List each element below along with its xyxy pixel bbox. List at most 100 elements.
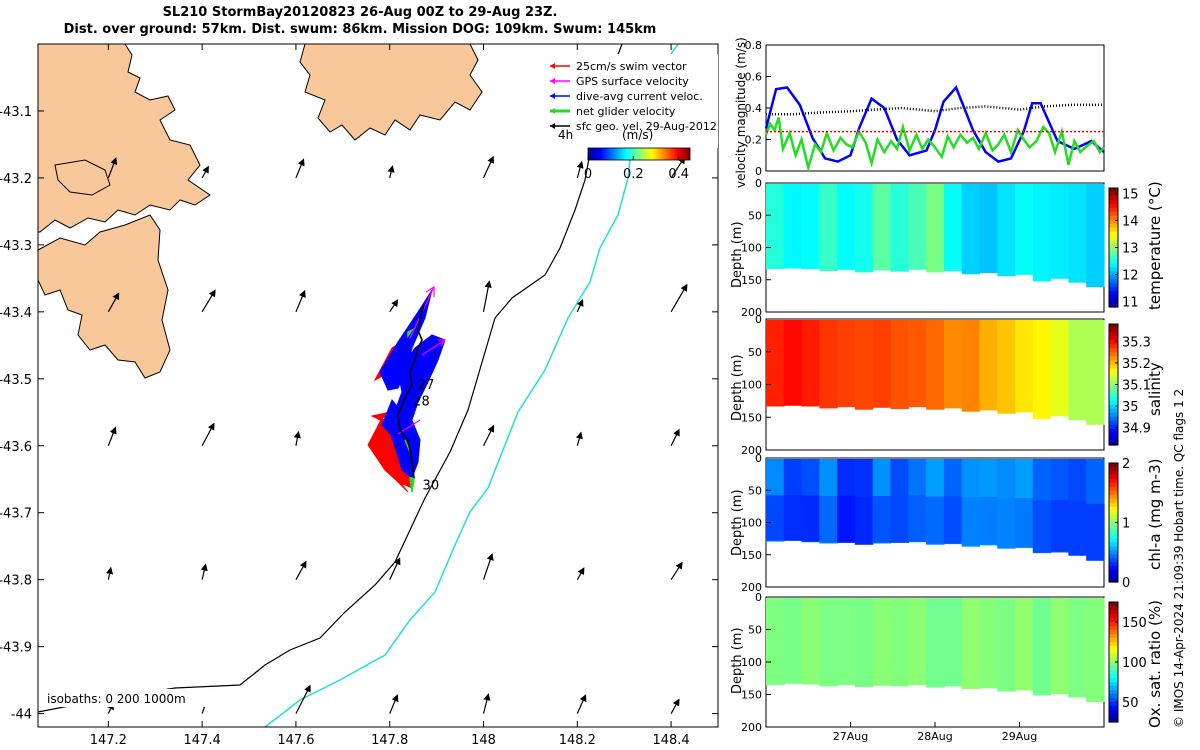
colorbar-cell [1109, 279, 1118, 284]
glider-path [397, 304, 425, 479]
geo-velocity-arrow [200, 563, 208, 580]
colorbar-cell [1109, 356, 1118, 361]
colorbar-tick-label: 0 [584, 167, 592, 182]
colorbar-cell [1109, 702, 1118, 707]
colorbar-cell [1109, 388, 1118, 394]
velocity-y-tick-label: 0.4 [745, 102, 763, 115]
legend-swatch-head [550, 93, 555, 99]
geo-velocity-arrow [482, 553, 494, 580]
section-cell [801, 320, 820, 407]
colorbar-cell [1109, 235, 1118, 241]
colorbar-cell [1109, 211, 1118, 217]
colorbar-tick-label: 0.4 [668, 167, 689, 182]
geo-velocity-arrow [201, 165, 209, 179]
colorbar-tick-label: 15 [1122, 187, 1139, 202]
map-x-tick-label: 147.8 [371, 733, 408, 748]
colorbar-tick-label: 2 [1122, 457, 1130, 472]
section-cell [1050, 320, 1069, 417]
colorbar-cell [1109, 368, 1118, 373]
salinity-depth-label: Depth (m) [730, 354, 745, 421]
section-cell [783, 320, 803, 406]
section-cell [890, 320, 909, 410]
section-cell-deep [1050, 500, 1069, 552]
geo-velocity-arrow [482, 155, 494, 179]
section-cell-deep [819, 496, 838, 543]
colorbar-cell [1109, 566, 1118, 571]
colorbar-cell [1109, 514, 1118, 520]
section-cell [997, 184, 1016, 277]
colorbar-cell [1109, 287, 1118, 292]
colorbar-cell [1109, 259, 1118, 264]
colorbar-cell [1109, 420, 1118, 426]
plot-title-line-2: Dist. over ground: 57km. Dist. swum: 86k… [63, 22, 657, 37]
colorbar-cell [1109, 518, 1118, 524]
colorbar-tick-label: 1 [1122, 517, 1130, 532]
colorbar-cell [1109, 271, 1118, 276]
section-cell [926, 598, 945, 688]
section-cell [943, 320, 963, 409]
geo-velocity-arrow [576, 567, 585, 580]
section-cell [1015, 184, 1034, 275]
section-cell-deep [801, 495, 820, 542]
velocity-y-tick-label: 0.6 [745, 71, 763, 84]
colorbar-cell [1109, 618, 1118, 623]
geo-velocity-arrow [482, 280, 492, 312]
section-cell [1032, 320, 1052, 419]
colorbar-cell [1109, 538, 1118, 543]
colorbar-cell [1109, 650, 1118, 655]
colorbar-tick-label: 0.2 [623, 167, 644, 182]
colorbar-cell [1109, 352, 1118, 357]
geo-velocity-arrow [201, 422, 215, 447]
colorbar-cell [1109, 526, 1118, 532]
colorbar-cell [1109, 392, 1118, 398]
section-cell [908, 598, 927, 686]
section-y-tick-label: 150 [741, 274, 762, 287]
geo-velocity-arrow [295, 684, 311, 714]
velocity-series-line [764, 117, 1105, 173]
glider-track [367, 285, 447, 493]
section-cell-deep [1068, 501, 1087, 555]
colorbar-cell [1109, 424, 1118, 430]
land-south-west [38, 214, 171, 379]
map-y-tick-label: -44 [11, 708, 32, 723]
colorbar-cell [1109, 203, 1118, 209]
geo-velocity-arrow [576, 694, 587, 714]
colorbar-cell [1109, 706, 1118, 711]
colorbar-cell [1109, 554, 1118, 559]
colorbar-cell [1109, 678, 1118, 683]
section-cell [783, 184, 803, 269]
section-cell [1015, 320, 1034, 413]
section-y-tick-label: 0 [755, 313, 762, 326]
colorbar-cell [1109, 670, 1118, 675]
colorbar-cell [1109, 463, 1118, 468]
geo-velocity-arrow [670, 156, 686, 179]
colorbar-cell [1109, 542, 1118, 547]
colorbar-cell [1109, 674, 1118, 679]
geo-velocity-arrow [670, 561, 683, 581]
colorbar-cell [1109, 534, 1118, 539]
section-cell [801, 598, 820, 685]
section-cell [1032, 598, 1052, 696]
colorbar-cell [1109, 570, 1118, 575]
colorbar-cell [1109, 486, 1118, 492]
colorbar-cell [1109, 247, 1118, 253]
colorbar-cell [1109, 263, 1118, 268]
map-x-tick-label: 148 [471, 733, 496, 748]
colorbar-cell [1109, 295, 1118, 300]
section-cell [979, 184, 998, 273]
colorbar-cell [1109, 490, 1118, 496]
section-cell [926, 184, 945, 273]
velocity-y-tick-label: 0 [755, 165, 762, 178]
section-cell [979, 320, 998, 411]
colorbar-cell [1109, 626, 1118, 631]
temperature-colorbar-label: temperature (°C) [1146, 181, 1164, 310]
isobath-200m [38, 44, 623, 713]
section-cell [872, 598, 892, 686]
section-cell [819, 320, 838, 409]
salinity-colorbar-label: salinity [1146, 362, 1164, 416]
section-cell [837, 320, 856, 408]
colorbar-cell [1109, 195, 1118, 201]
colorbar-cell [1109, 474, 1118, 480]
section-y-tick-label: 50 [748, 484, 762, 497]
colorbar-cell [1109, 578, 1118, 583]
